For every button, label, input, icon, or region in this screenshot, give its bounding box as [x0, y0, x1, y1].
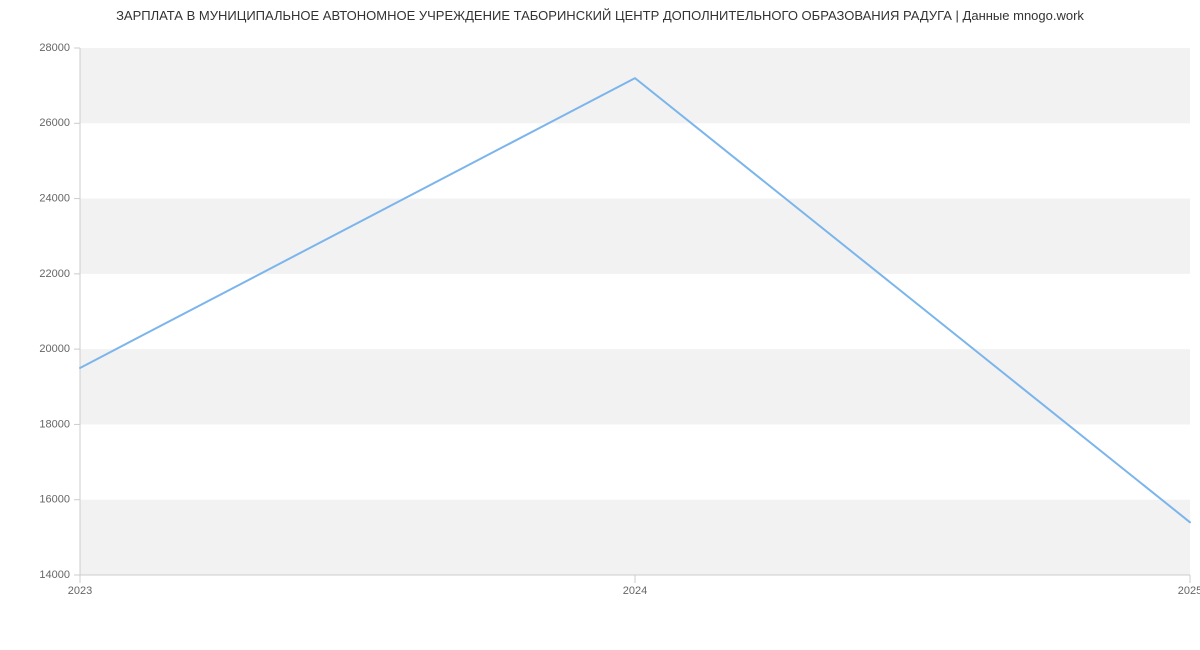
y-tick-label: 26000	[39, 117, 70, 129]
y-tick-label: 14000	[39, 569, 70, 581]
x-tick-label: 2023	[68, 585, 92, 597]
x-tick-label: 2025	[1178, 585, 1200, 597]
y-tick-label: 24000	[39, 192, 70, 204]
y-tick-label: 28000	[39, 42, 70, 54]
y-tick-label: 22000	[39, 268, 70, 280]
x-tick-label: 2024	[623, 585, 647, 597]
chart-title: ЗАРПЛАТА В МУНИЦИПАЛЬНОЕ АВТОНОМНОЕ УЧРЕ…	[0, 8, 1200, 23]
y-tick-label: 18000	[39, 418, 70, 430]
y-tick-label: 20000	[39, 343, 70, 355]
chart-svg: 14000 16000 18000 20000 22000 24000 26000 28000…	[0, 0, 1200, 650]
salary-line-chart: ЗАРПЛАТА В МУНИЦИПАЛЬНОЕ АВТОНОМНОЕ УЧРЕ…	[0, 0, 1200, 650]
salary-series-line	[80, 78, 1190, 522]
y-tick-label: 16000	[39, 494, 70, 506]
